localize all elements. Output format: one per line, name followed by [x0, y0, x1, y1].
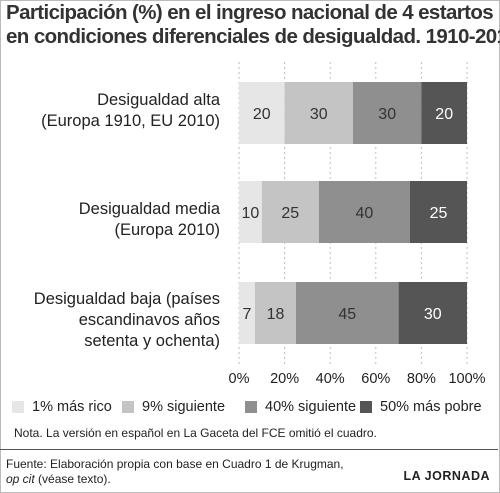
bar-value-label: 30	[378, 106, 396, 123]
x-tick-label: 100%	[448, 371, 485, 387]
chart-title-line-2: en condiciones diferenciales de desigual…	[6, 25, 500, 48]
legend-swatch	[122, 401, 134, 413]
chart-title: Participación (%) en el ingreso nacional…	[6, 1, 500, 49]
bar-value-label: 20	[435, 106, 453, 123]
category-label: Desigualdad alta (Europa 1910, EU 2010)	[41, 90, 220, 132]
x-tick-label: 80%	[407, 371, 436, 387]
bar-value-label: 10	[242, 205, 260, 222]
bar-value-label: 45	[338, 306, 356, 323]
category-label-line: setenta y ochenta)	[84, 332, 220, 350]
bar-value-label: 30	[310, 106, 328, 123]
legend-swatch	[12, 401, 24, 413]
source-citation: op cit	[6, 472, 35, 486]
bar-segment	[239, 181, 262, 243]
bar-segment	[254, 282, 296, 344]
source-line-1: Fuente: Elaboración propia con base en C…	[6, 457, 344, 471]
legend-item: 50% más pobre	[360, 397, 482, 417]
bar-value-label: 7	[243, 306, 252, 323]
legend-item: 40% siguiente	[245, 397, 356, 417]
bar-segment	[284, 82, 353, 144]
bar-value-label: 18	[267, 306, 285, 323]
legend: 1% más rico 9% siguiente 40% siguiente 50% …	[12, 397, 492, 417]
category-label-line: (Europa 1910, EU 2010)	[41, 112, 220, 130]
chart-title-line-1: Participación (%) en el ingreso nacional…	[6, 1, 494, 24]
x-tick-label: 40%	[316, 371, 345, 387]
bar-segment	[318, 181, 410, 243]
bar-value-label: 20	[253, 106, 271, 123]
bar-segment	[353, 82, 422, 144]
divider-line	[0, 449, 498, 450]
bar-segment	[239, 282, 255, 344]
bar-segment	[296, 282, 399, 344]
category-label-line: escandinavos años	[78, 311, 220, 329]
legend-label: 9% siguiente	[142, 399, 226, 415]
legend-label: 1% más rico	[32, 399, 112, 415]
category-label-line: (Europa 2010)	[114, 221, 221, 239]
bar-segment	[410, 181, 467, 243]
x-tick-label: 0%	[229, 371, 250, 387]
legend-item: 1% más rico	[12, 397, 112, 417]
legend-swatch	[245, 401, 257, 413]
legend-swatch	[360, 401, 372, 413]
category-label-line: Desigualdad media	[78, 200, 220, 218]
category-label-line: Desigualdad alta	[97, 91, 220, 109]
category-label: Desigualdad media (Europa 2010)	[79, 199, 220, 241]
publisher-logo: LA JORNADA	[403, 469, 490, 483]
bar-segment	[421, 82, 467, 144]
note-text: Nota. La versión en español en La Gaceta…	[14, 426, 377, 440]
bar-value-label: 40	[356, 205, 374, 222]
legend-label: 40% siguiente	[265, 399, 357, 415]
category-label-line: Desigualdad baja (países	[33, 290, 220, 308]
x-tick-label: 60%	[361, 371, 390, 387]
source-citation-rest: (véase texto).	[34, 472, 111, 486]
bar-value-label: 30	[424, 306, 442, 323]
bar-value-label: 25	[430, 205, 448, 222]
source-text: Fuente: Elaboración propia con base en C…	[6, 457, 344, 487]
bar-segment	[261, 181, 319, 243]
category-label: Desigualdad baja (países escandinavos año…	[34, 289, 220, 352]
bar-segment	[398, 282, 467, 344]
x-tick-label: 20%	[270, 371, 299, 387]
legend-label: 50% más pobre	[380, 399, 482, 415]
bar-segment	[239, 82, 285, 144]
source-line-2: op cit (véase texto).	[6, 472, 344, 487]
legend-item: 9% siguiente	[122, 397, 225, 417]
bar-value-label: 25	[281, 205, 299, 222]
